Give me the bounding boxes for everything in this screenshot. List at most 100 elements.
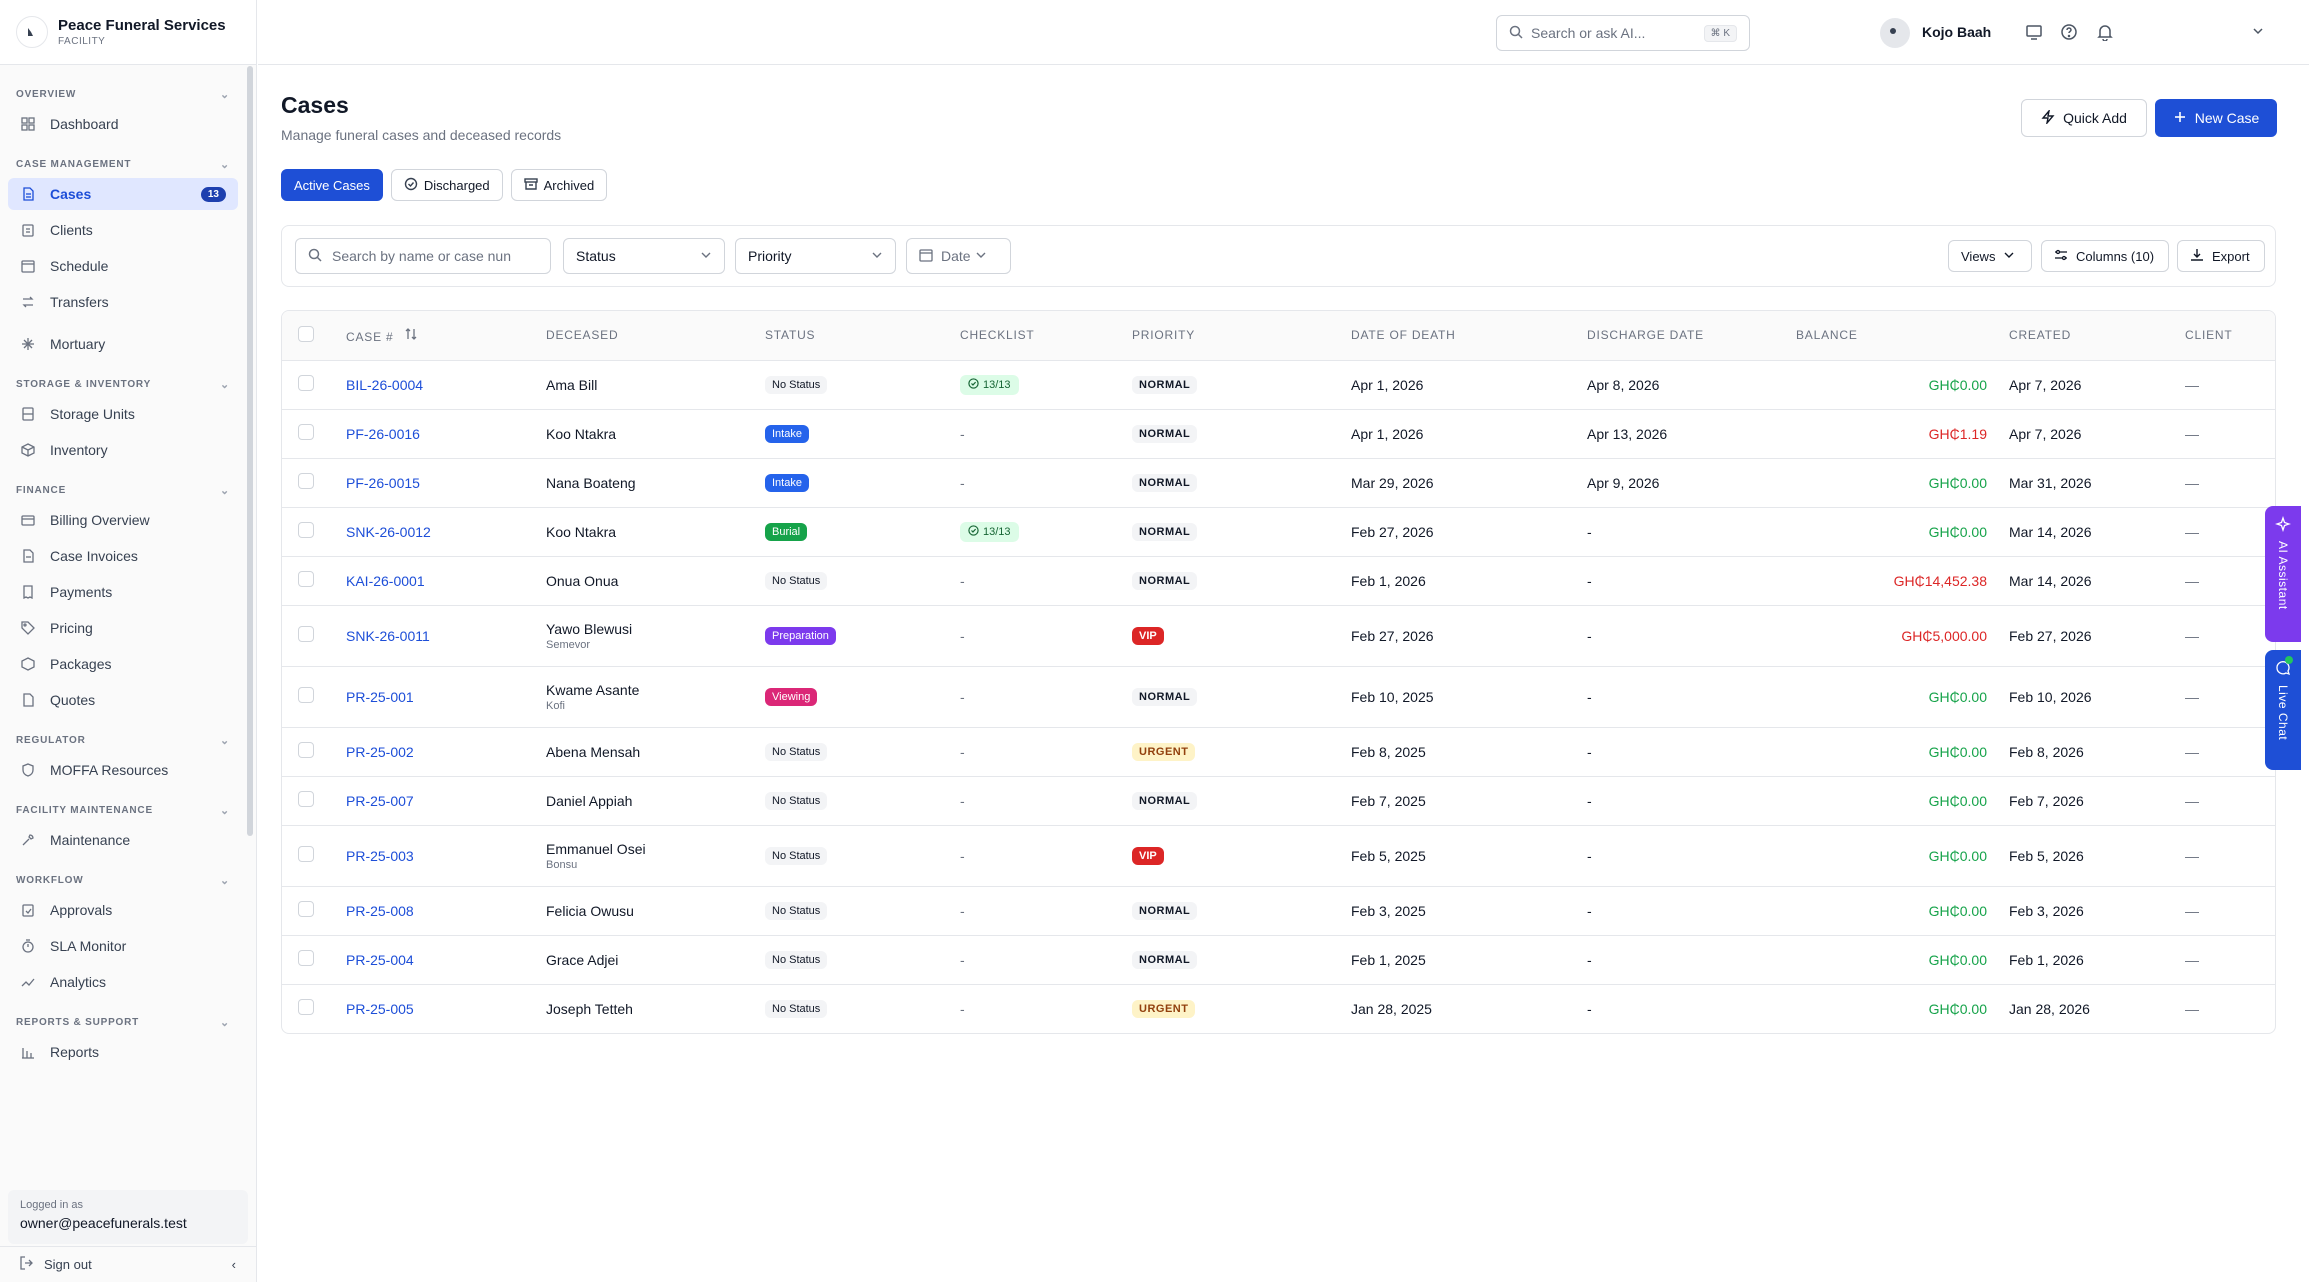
chevron-down-icon[interactable]: [2252, 24, 2264, 40]
snowflake-icon: [20, 336, 36, 352]
row-checkbox[interactable]: [298, 950, 314, 966]
sidebar-item-billing-overview[interactable]: Billing Overview: [8, 504, 238, 536]
row-checkbox[interactable]: [298, 522, 314, 538]
sidebar-item-payments[interactable]: Payments: [8, 576, 238, 608]
row-checkbox[interactable]: [298, 626, 314, 642]
row-checkbox[interactable]: [298, 901, 314, 917]
case-number-link[interactable]: PR-25-001: [346, 688, 414, 705]
help-icon[interactable]: [2059, 22, 2079, 42]
row-checkbox[interactable]: [298, 791, 314, 807]
table-row[interactable]: PF-26-0015 Nana Boateng Intake - NORMAL …: [282, 458, 2275, 508]
sidebar-item-storage-units[interactable]: Storage Units: [8, 398, 238, 430]
columns-button[interactable]: Columns (10): [2041, 240, 2169, 272]
case-number-link[interactable]: SNK-26-0011: [346, 627, 430, 644]
status-badge: No Status: [765, 847, 828, 865]
case-number-link[interactable]: PR-25-007: [346, 792, 414, 809]
section-regulator[interactable]: REGULATOR ⌄: [8, 730, 238, 750]
views-button[interactable]: Views: [1948, 240, 2032, 272]
sidebar-item-packages[interactable]: Packages: [8, 648, 238, 680]
section-workflow[interactable]: WORKFLOW ⌄: [8, 870, 238, 890]
status-filter[interactable]: Status: [563, 238, 725, 274]
sidebar-item-maintenance[interactable]: Maintenance: [8, 824, 238, 856]
sidebar-item-pricing[interactable]: Pricing: [8, 612, 238, 644]
case-number-link[interactable]: PR-25-003: [346, 847, 414, 864]
priority-filter[interactable]: Priority: [735, 238, 896, 274]
table-row[interactable]: PR-25-002 Abena Mensah No Status - URGEN…: [282, 727, 2275, 777]
sort-icon[interactable]: [404, 327, 418, 344]
export-button[interactable]: Export: [2177, 240, 2265, 272]
row-checkbox[interactable]: [298, 846, 314, 862]
collapse-sidebar-icon[interactable]: ‹: [231, 1257, 236, 1272]
row-checkbox[interactable]: [298, 473, 314, 489]
sidebar-item-case-invoices[interactable]: Case Invoices: [8, 540, 238, 572]
page-title: Cases: [281, 92, 349, 118]
table-row[interactable]: PR-25-005 Joseph Tetteh No Status - URGE…: [282, 984, 2275, 1033]
tab-archived[interactable]: Archived: [510, 169, 608, 201]
section-overview[interactable]: OVERVIEW ⌄: [8, 84, 238, 104]
table-row[interactable]: KAI-26-0001 Onua Onua No Status - NORMAL…: [282, 556, 2275, 606]
user-name[interactable]: Kojo Baah: [1922, 24, 1992, 40]
balance-value: GH₵0.00: [1796, 776, 1987, 826]
table-row[interactable]: PR-25-003 Emmanuel Osei Bonsu No Status -…: [282, 825, 2275, 887]
case-number-link[interactable]: PR-25-005: [346, 1000, 414, 1017]
row-checkbox[interactable]: [298, 571, 314, 587]
case-number-link[interactable]: SNK-26-0012: [346, 523, 431, 540]
section-facility[interactable]: FACILITY MAINTENANCE ⌄: [8, 800, 238, 820]
row-checkbox[interactable]: [298, 424, 314, 440]
table-row[interactable]: PR-25-007 Daniel Appiah No Status - NORM…: [282, 776, 2275, 826]
sidebar-item-mortuary[interactable]: Mortuary: [8, 328, 238, 360]
row-checkbox[interactable]: [298, 687, 314, 703]
sidebar-item-inventory[interactable]: Inventory: [8, 434, 238, 466]
table-row[interactable]: PR-25-008 Felicia Owusu No Status - NORM…: [282, 886, 2275, 936]
table-row[interactable]: SNK-26-0011 Yawo Blewusi Semevor Preparat…: [282, 605, 2275, 667]
quick-add-button[interactable]: Quick Add: [2021, 99, 2147, 137]
row-checkbox[interactable]: [298, 999, 314, 1015]
table-row[interactable]: BIL-26-0004 Ama Bill No Status 13/13 NOR…: [282, 360, 2275, 410]
sidebar-item-approvals[interactable]: Approvals: [8, 894, 238, 926]
sidebar-item-transfers[interactable]: Transfers: [8, 286, 238, 318]
case-number-link[interactable]: PR-25-004: [346, 951, 414, 968]
sidebar-scrollbar[interactable]: [247, 66, 253, 836]
date-filter[interactable]: Date: [906, 238, 1011, 274]
case-number-link[interactable]: BIL-26-0004: [346, 376, 424, 393]
sign-out-button[interactable]: Sign out: [44, 1257, 92, 1272]
section-finance[interactable]: FINANCE ⌄: [8, 480, 238, 500]
monitor-icon[interactable]: [2024, 22, 2044, 42]
tab-discharged[interactable]: Discharged: [390, 169, 503, 201]
status-badge: Viewing: [765, 688, 818, 706]
bell-icon[interactable]: [2095, 22, 2115, 42]
select-all-checkbox[interactable]: [298, 325, 314, 342]
sidebar-item-schedule[interactable]: Schedule: [8, 250, 238, 282]
section-storage[interactable]: STORAGE & INVENTORY ⌄: [8, 374, 238, 394]
sidebar-item-dashboard[interactable]: Dashboard: [8, 108, 238, 140]
row-checkbox[interactable]: [298, 742, 314, 758]
sidebar-item-cases[interactable]: Cases 13: [8, 178, 238, 210]
case-number-link[interactable]: PR-25-002: [346, 743, 414, 760]
case-number-link[interactable]: KAI-26-0001: [346, 572, 425, 589]
sidebar-item-quotes[interactable]: Quotes: [8, 684, 238, 716]
case-number-link[interactable]: PR-25-008: [346, 902, 414, 919]
sidebar-item-sla[interactable]: SLA Monitor: [8, 930, 238, 962]
global-search-input[interactable]: Search or ask AI... ⌘ K: [1496, 15, 1750, 51]
brand-header[interactable]: Peace Funeral Services FACILITY: [0, 0, 256, 65]
row-checkbox[interactable]: [298, 375, 314, 391]
case-number-link[interactable]: PF-26-0015: [346, 474, 420, 491]
section-reports[interactable]: REPORTS & SUPPORT ⌄: [8, 1012, 238, 1032]
table-row[interactable]: PR-25-004 Grace Adjei No Status - NORMAL…: [282, 935, 2275, 985]
case-search-input[interactable]: Search by name or case nun: [295, 238, 551, 274]
avatar[interactable]: [1880, 18, 1910, 48]
sidebar-item-clients[interactable]: Clients: [8, 214, 238, 246]
tab-active-cases[interactable]: Active Cases: [281, 169, 383, 201]
sidebar-item-moffa[interactable]: MOFFA Resources: [8, 754, 238, 786]
section-case-management[interactable]: CASE MANAGEMENT ⌄: [8, 154, 238, 174]
table-row[interactable]: SNK-26-0012 Koo Ntakra Burial 13/13 NORM…: [282, 507, 2275, 557]
table-row[interactable]: PR-25-001 Kwame Asante Kofi Viewing - NOR…: [282, 666, 2275, 728]
live-chat-tab[interactable]: Live Chat: [2265, 650, 2301, 770]
column-header-case[interactable]: CASE #: [346, 311, 546, 361]
sidebar-item-reports[interactable]: Reports: [8, 1036, 238, 1068]
case-number-link[interactable]: PF-26-0016: [346, 425, 420, 442]
new-case-button[interactable]: New Case: [2155, 99, 2277, 137]
table-row[interactable]: PF-26-0016 Koo Ntakra Intake - NORMAL Ap…: [282, 409, 2275, 459]
ai-assistant-tab[interactable]: AI Assistant: [2265, 506, 2301, 642]
sidebar-item-analytics[interactable]: Analytics: [8, 966, 238, 998]
